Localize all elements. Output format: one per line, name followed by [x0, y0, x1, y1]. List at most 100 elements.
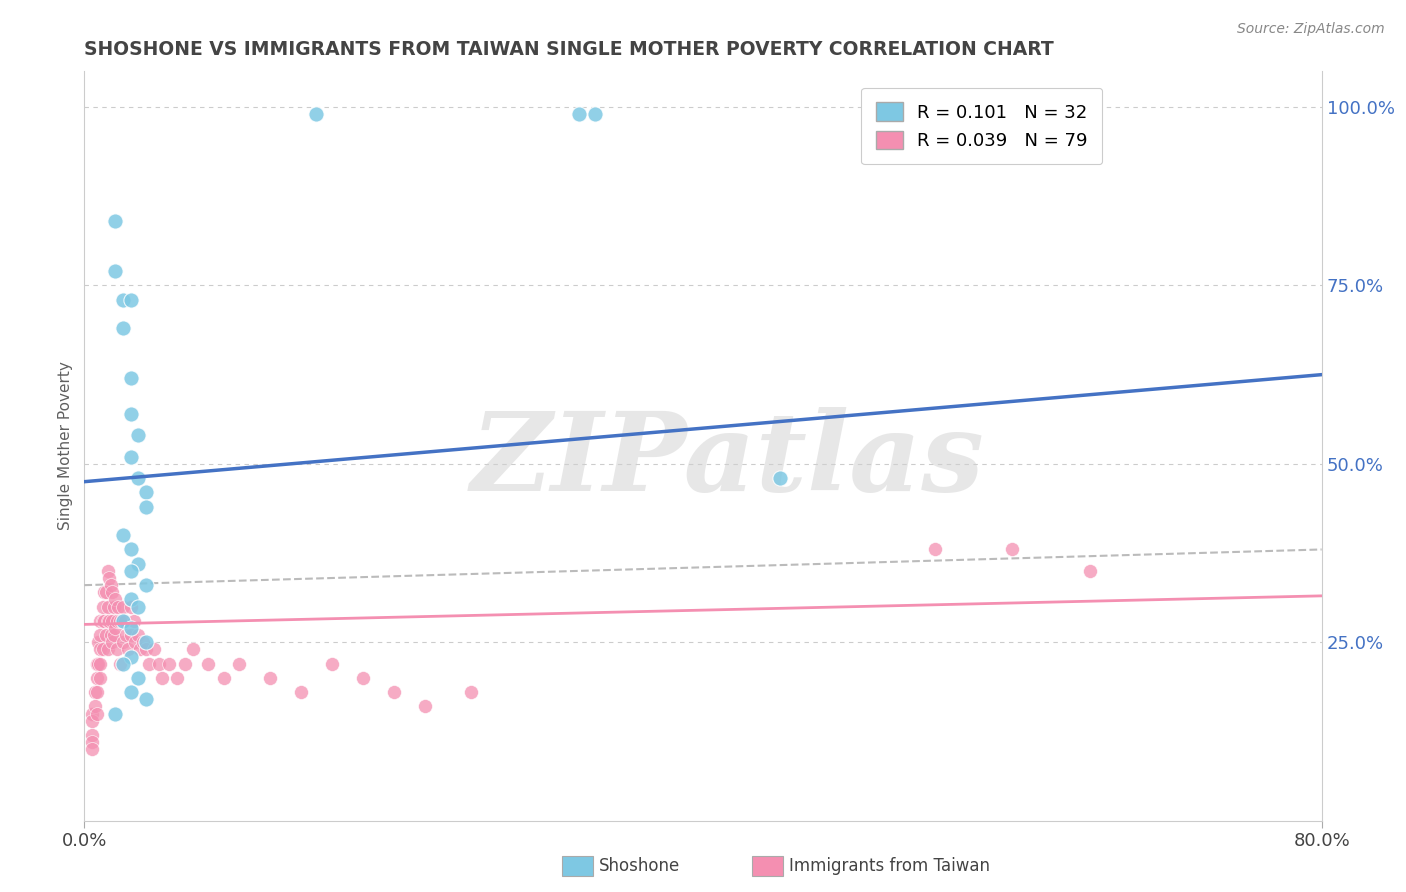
Point — [460, 685, 482, 699]
Point — [89, 628, 111, 642]
Point — [86, 706, 108, 721]
Point — [112, 657, 135, 671]
Point — [89, 657, 111, 671]
Point — [352, 671, 374, 685]
Point — [100, 578, 122, 592]
Point — [117, 642, 139, 657]
Legend: R = 0.101   N = 32, R = 0.039   N = 79: R = 0.101 N = 32, R = 0.039 N = 79 — [862, 88, 1102, 164]
Point — [101, 585, 124, 599]
Point — [104, 214, 127, 228]
Point — [143, 642, 166, 657]
Point — [120, 293, 142, 307]
Point — [103, 599, 125, 614]
Point — [769, 471, 792, 485]
Point — [135, 578, 157, 592]
Point — [91, 614, 114, 628]
Point — [100, 628, 122, 642]
Point — [1078, 564, 1101, 578]
Point — [212, 671, 235, 685]
Point — [135, 635, 157, 649]
Point — [114, 614, 136, 628]
Point — [159, 657, 180, 671]
Point — [91, 642, 114, 657]
Point — [120, 450, 142, 464]
Text: Source: ZipAtlas.com: Source: ZipAtlas.com — [1237, 22, 1385, 37]
Point — [105, 614, 128, 628]
Point — [120, 407, 142, 421]
Point — [112, 293, 135, 307]
Point — [127, 428, 149, 442]
Point — [104, 706, 127, 721]
Point — [120, 371, 142, 385]
Point — [82, 728, 104, 742]
Point — [150, 671, 173, 685]
Point — [105, 642, 128, 657]
Point — [98, 571, 121, 585]
Point — [120, 564, 142, 578]
Point — [120, 592, 142, 607]
Point — [290, 685, 312, 699]
Text: Immigrants from Taiwan: Immigrants from Taiwan — [789, 857, 990, 875]
Point — [93, 614, 115, 628]
Point — [101, 614, 124, 628]
Point — [112, 635, 135, 649]
Point — [120, 649, 142, 664]
Point — [86, 657, 108, 671]
Point — [135, 642, 157, 657]
Point — [120, 599, 142, 614]
Point — [84, 685, 107, 699]
Point — [305, 107, 328, 121]
Point — [96, 642, 118, 657]
Point — [108, 614, 131, 628]
Point — [228, 657, 250, 671]
Point — [89, 671, 111, 685]
Point — [86, 671, 108, 685]
Text: Shoshone: Shoshone — [599, 857, 681, 875]
Point — [89, 642, 111, 657]
Y-axis label: Single Mother Poverty: Single Mother Poverty — [58, 361, 73, 531]
Point — [104, 621, 127, 635]
Point — [1001, 542, 1024, 557]
Point — [94, 585, 117, 599]
Point — [103, 628, 125, 642]
Point — [86, 685, 108, 699]
Point — [89, 614, 111, 628]
Point — [104, 264, 127, 278]
Point — [568, 107, 591, 121]
Point — [96, 599, 118, 614]
Point — [122, 614, 145, 628]
Point — [112, 599, 135, 614]
Point — [166, 671, 188, 685]
Point — [112, 614, 135, 628]
Point — [87, 635, 110, 649]
Point — [82, 735, 104, 749]
Point — [91, 599, 114, 614]
Text: ZIPatlas: ZIPatlas — [471, 408, 984, 515]
Point — [93, 585, 115, 599]
Point — [127, 628, 149, 642]
Point — [82, 714, 104, 728]
Point — [120, 621, 142, 635]
Point — [174, 657, 197, 671]
Point — [82, 742, 104, 756]
Point — [96, 614, 118, 628]
Point — [148, 657, 170, 671]
Text: SHOSHONE VS IMMIGRANTS FROM TAIWAN SINGLE MOTHER POVERTY CORRELATION CHART: SHOSHONE VS IMMIGRANTS FROM TAIWAN SINGL… — [84, 39, 1054, 59]
Point — [104, 592, 127, 607]
Point — [135, 500, 157, 514]
Point — [129, 642, 152, 657]
Point — [120, 685, 142, 699]
Point — [181, 642, 204, 657]
Point — [84, 699, 107, 714]
Point — [127, 671, 149, 685]
Point — [127, 471, 149, 485]
Point — [115, 628, 138, 642]
Point — [120, 628, 142, 642]
Point — [112, 528, 135, 542]
Point — [101, 635, 124, 649]
Point — [82, 706, 104, 721]
Point — [120, 542, 142, 557]
Point — [321, 657, 343, 671]
Point — [135, 485, 157, 500]
Point — [112, 321, 135, 335]
